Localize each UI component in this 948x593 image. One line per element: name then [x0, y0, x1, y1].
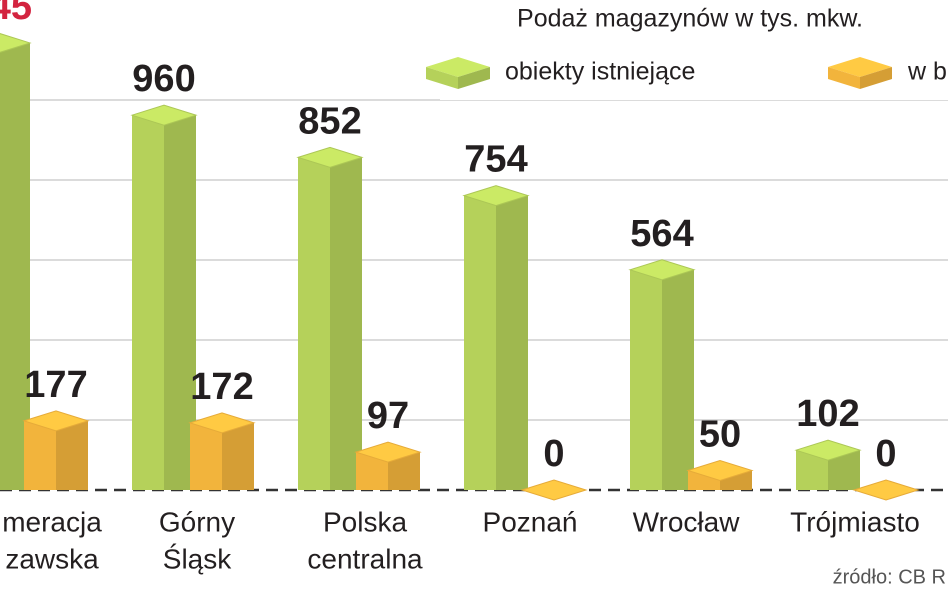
- bar: [852, 479, 920, 501]
- x-tick-label: Polska: [323, 506, 407, 537]
- value-label: 0: [543, 433, 564, 475]
- source: źródło: CB R: [833, 566, 946, 588]
- bar-top: [354, 441, 422, 463]
- value-label: 172: [190, 366, 253, 408]
- bar-top: [188, 412, 256, 434]
- x-tick-label: Wrocław: [633, 506, 741, 537]
- value-label: 102: [796, 393, 859, 435]
- value-label: 564: [630, 213, 693, 255]
- bar-front-left: [464, 195, 496, 490]
- bar-top: [22, 410, 90, 432]
- bar-front-right: [0, 42, 30, 490]
- bar-top: [130, 104, 198, 126]
- bar-top: [0, 33, 32, 53]
- bar-top: [794, 439, 862, 461]
- value-label: 177: [24, 364, 87, 406]
- value-label: 97: [367, 395, 409, 437]
- bar-top: [852, 479, 920, 501]
- bar: [794, 439, 862, 490]
- bar-front-right: [662, 269, 694, 490]
- bar-front-right: [330, 157, 362, 490]
- x-tick-label: meracja: [2, 506, 102, 537]
- value-label: 50: [699, 414, 741, 456]
- bar-front-left: [630, 269, 662, 490]
- bar: [22, 410, 90, 490]
- legend-label: w b: [907, 58, 947, 86]
- x-tick-label: Śląsk: [163, 542, 232, 574]
- value-label: 0: [875, 433, 896, 475]
- bar: [686, 459, 754, 490]
- x-tick-label: zawska: [5, 543, 99, 574]
- bar-top: [520, 479, 588, 501]
- chart-title: Podaż magazynów w tys. mkw.: [517, 5, 863, 33]
- bar: [296, 146, 364, 490]
- bar: [188, 412, 256, 490]
- bar-front-right: [222, 422, 254, 490]
- x-tick-label: Trójmiasto: [790, 506, 920, 537]
- value-label: 960: [132, 58, 195, 100]
- legend-swatch-front: [426, 67, 458, 89]
- bar: [520, 479, 588, 501]
- bar-top: [628, 259, 696, 281]
- x-tick-label: Górny: [159, 506, 235, 537]
- bar-top: [296, 146, 364, 168]
- bar: [354, 441, 422, 490]
- bar-top: [462, 185, 530, 207]
- bar-front-right: [56, 420, 88, 490]
- bar: [462, 185, 530, 490]
- legend-swatch-side: [458, 67, 490, 89]
- bar-front-left: [298, 157, 330, 490]
- value-label: 852: [298, 100, 361, 142]
- bar-front-right: [496, 195, 528, 490]
- value-label: 754: [464, 139, 527, 181]
- legend-label: obiekty istniejące: [505, 58, 695, 86]
- bar-front-left: [24, 420, 56, 490]
- legend-swatch-front: [828, 67, 860, 89]
- x-tick-label: Poznań: [483, 506, 578, 537]
- bar: [130, 104, 198, 490]
- value-label: 45: [0, 0, 32, 28]
- bar: [628, 259, 696, 490]
- bar-top: [686, 459, 754, 482]
- bar: [0, 33, 32, 490]
- bar-front-left: [132, 115, 164, 490]
- bar-front-left: [190, 422, 222, 490]
- legend-swatch-side: [860, 67, 892, 89]
- x-tick-label: centralna: [307, 543, 423, 574]
